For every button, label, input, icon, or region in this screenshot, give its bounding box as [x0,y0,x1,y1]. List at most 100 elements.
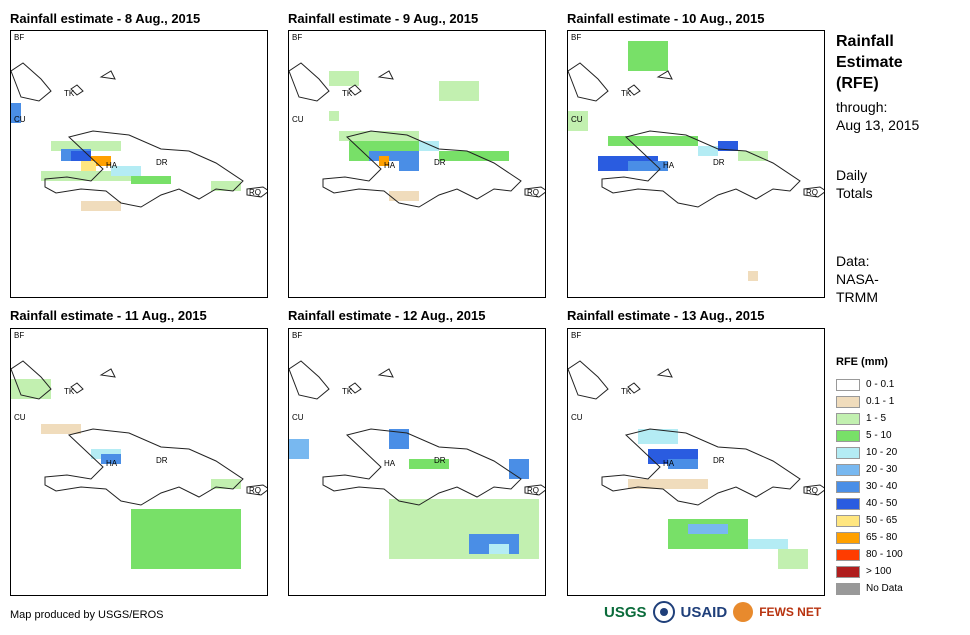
label-tk: TK [621,387,632,396]
footer-credit: Map produced by USGS/EROS [10,609,164,621]
coastline [322,428,522,506]
rainfall-cell [11,103,21,123]
rainfall-grid [568,360,824,569]
rainfall-grid [568,41,824,281]
totals-line: Totals [836,185,873,201]
rainfall-cell [329,111,339,121]
legend-swatch [836,446,860,459]
rainfall-cell [489,544,509,554]
legend-item: 20 - 30 [836,461,903,478]
rainfall-cell [339,131,419,141]
legend-item: 80 - 100 [836,546,903,563]
coastline [11,62,52,102]
legend-swatch [836,565,860,578]
rainfall-grid [289,360,545,559]
usgs-logo: USGS [604,603,647,621]
rainfall-cell [211,479,241,489]
legend-swatch [836,378,860,391]
seal-icon [652,601,675,623]
legend-swatch [836,531,860,544]
coastline [348,84,362,96]
rainfall-map-aug10: BF CU TK HA DR RQ [567,30,825,298]
coastline [348,382,362,394]
coastline [803,484,824,496]
coastline [289,62,330,102]
rainfall-cell [638,429,678,444]
data-source-line: NASA- [836,271,879,287]
legend-item: 65 - 80 [836,529,903,546]
label-ha: HA [106,459,118,468]
label-rq: RQ [806,188,818,197]
rainfall-cell [628,161,668,171]
label-ha: HA [384,161,396,170]
legend-label: 0.1 - 1 [866,396,895,407]
rainfall-cell [379,156,389,166]
through-label: through: [836,99,888,115]
rainfall-map-aug9: BF CU TK HA DR RQ [288,30,546,298]
label-ha: HA [663,459,675,468]
rainfall-cell [718,141,738,151]
panel-title-aug8: Rainfall estimate - 8 Aug., 2015 [10,11,201,26]
usaid-logo: USAID [680,603,728,621]
label-cu: CU [14,115,26,124]
label-bf: BF [571,33,582,42]
coastline [70,382,84,394]
legend-label: 30 - 40 [866,481,898,492]
label-dr: DR [713,158,725,167]
rainfall-cell [41,424,81,434]
rainfall-cell [389,191,419,201]
rainfall-grid [11,62,267,211]
panel-title-aug13: Rainfall estimate - 13 Aug., 2015 [567,308,765,323]
sidebar-title-line: (RFE) [836,75,879,92]
legend-label: 65 - 80 [866,532,898,543]
rainfall-cell [419,141,439,151]
label-tk: TK [342,89,353,98]
label-rq: RQ [527,486,539,495]
rainfall-map-aug8: BF CU TK HA DR RQ [10,30,268,298]
rainfall-cell [399,151,419,171]
label-tk: TK [64,89,75,98]
legend-item: 5 - 10 [836,427,903,444]
label-rq: RQ [249,486,261,495]
coastline [44,428,244,506]
label-tk: TK [64,387,75,396]
rainfall-cell [668,459,698,469]
coastline [568,62,609,102]
sidebar-title-line: Estimate [836,54,903,71]
coastline [322,130,522,208]
coastline [377,70,394,80]
label-cu: CU [292,115,304,124]
legend-item: 1 - 5 [836,410,903,427]
legend-item: 0.1 - 1 [836,393,903,410]
totals-line: Daily [836,167,868,183]
coastline [803,186,824,198]
label-tk: TK [621,89,632,98]
rainfall-cell [289,439,309,459]
partner-logos: USGS USAID FEWS NET [604,601,821,623]
legend-swatch [836,514,860,527]
label-dr: DR [434,158,446,167]
rainfall-cell [389,429,409,449]
rainfall-cell [111,166,141,176]
legend-swatch [836,395,860,408]
legend-label: > 100 [866,566,892,577]
coastline [289,360,330,400]
legend-swatch [836,429,860,442]
rainfall-cell [41,171,141,181]
rainfall-map-aug13: BF CU TK HA DR RQ [567,328,825,596]
legend-item: 0 - 0.1 [836,376,903,393]
legend-swatch [836,463,860,476]
label-dr: DR [156,158,168,167]
coastline [656,368,673,378]
coastline [524,484,545,496]
legend-swatch [836,582,860,595]
label-ha: HA [663,161,675,170]
label-ha: HA [384,459,396,468]
legend-swatch [836,497,860,510]
legend-label: No Data [866,583,903,594]
label-cu: CU [571,413,583,422]
sidebar-title: Rainfall Estimate (RFE) [836,31,903,94]
label-cu: CU [571,115,583,124]
label-rq: RQ [527,188,539,197]
rainfall-map-aug12: BF CU TK HA DR RQ [288,328,546,596]
